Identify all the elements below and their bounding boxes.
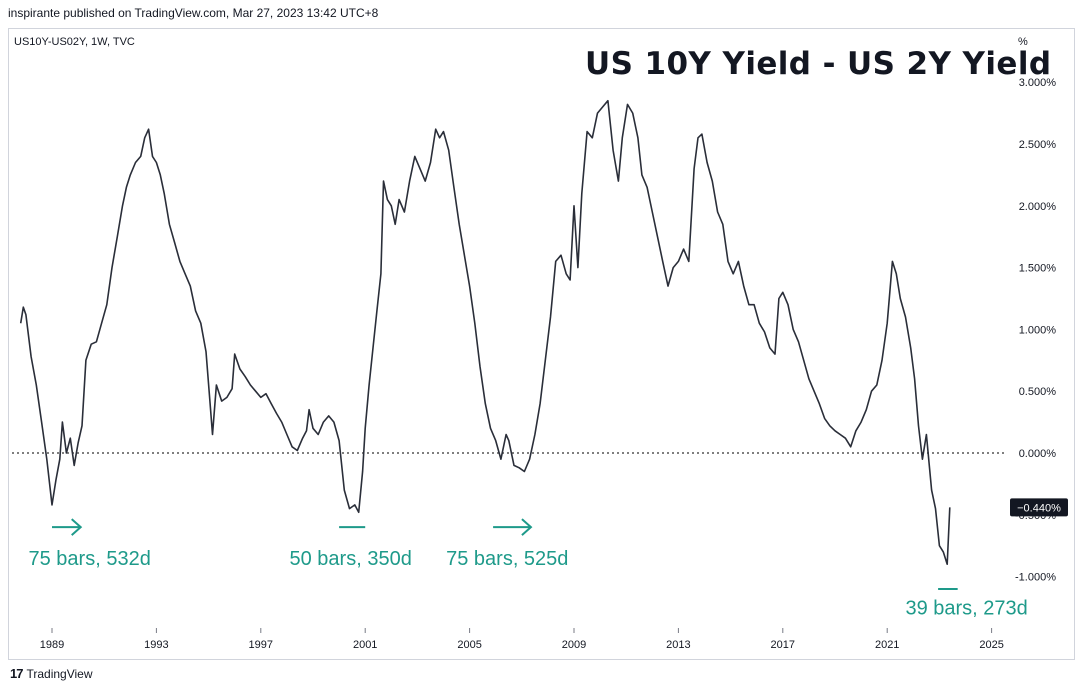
y-tick-label: 1.000% [1019, 324, 1057, 336]
x-tick-label: 1997 [249, 639, 273, 651]
last-value-label: −0.440% [1017, 502, 1061, 514]
tradingview-icon: 17 [10, 666, 24, 681]
x-tick-label: 2001 [353, 639, 377, 651]
unit-label: % [1018, 36, 1028, 48]
y-tick-label: 3.000% [1019, 77, 1057, 89]
x-tick-label: 2025 [979, 639, 1003, 651]
x-tick-label: 2013 [666, 639, 690, 651]
x-tick-label: 2005 [457, 639, 481, 651]
tradingview-logo[interactable]: 17 TradingView [10, 666, 93, 681]
annotation-label: 39 bars, 273d [905, 598, 1027, 620]
annotation-label: 75 bars, 525d [446, 548, 568, 570]
y-tick-label: 0.000% [1019, 448, 1057, 460]
x-tick-label: 1989 [40, 639, 64, 651]
y-tick-label: -1.000% [1015, 572, 1056, 584]
x-tick-label: 2009 [562, 639, 586, 651]
annotation-label: 75 bars, 532d [29, 548, 151, 570]
y-tick-label: 1.500% [1019, 263, 1057, 275]
brand-label: TradingView [26, 666, 93, 681]
annotation-arrow-head [521, 518, 533, 536]
symbol-legend[interactable]: US10Y-US02Y, 1W, TVC [14, 36, 135, 48]
x-tick-label: 2021 [875, 639, 899, 651]
annotation-label: 50 bars, 350d [290, 548, 412, 570]
y-tick-label: 2.000% [1019, 201, 1057, 213]
x-tick-label: 2017 [771, 639, 795, 651]
annotation-arrow-head [71, 518, 83, 536]
y-tick-label: 2.500% [1019, 139, 1057, 151]
published-by-line: inspirante published on TradingView.com,… [8, 6, 379, 20]
chart-title: US 10Y Yield - US 2Y Yield [585, 46, 1052, 82]
spread-series-line [19, 99, 951, 565]
x-tick-label: 1993 [144, 639, 168, 651]
y-tick-label: 0.500% [1019, 386, 1057, 398]
last-value-badge [1010, 498, 1068, 517]
chart-frame [8, 28, 1075, 660]
